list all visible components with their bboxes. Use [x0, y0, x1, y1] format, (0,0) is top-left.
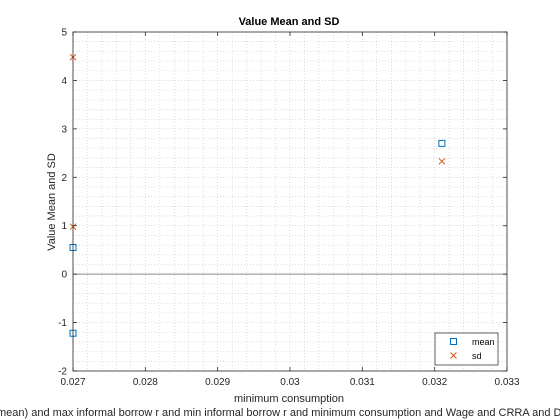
x-tick-label: 0.027: [60, 377, 85, 388]
sd-point: [438, 157, 446, 165]
y-axis-title: Value Mean and SD: [46, 153, 58, 251]
legend-sd-marker: [450, 352, 457, 359]
y-tick-label: 4: [61, 76, 67, 87]
legend-box: [434, 332, 499, 366]
y-tick-label: 5: [61, 28, 67, 39]
y-tick-label: 0: [61, 270, 67, 281]
axis-ticks: [72, 31, 508, 372]
minor-grid: [73, 32, 507, 371]
y-tick-label: 2: [61, 173, 67, 184]
y-tick-label: -1: [58, 318, 67, 329]
x-tick-labels: 0.027 0.028 0.029 0.03 0.031 0.032 0.033: [60, 377, 519, 388]
legend-mean-marker: [450, 338, 457, 345]
figure-caption: mean) and max informal borrow r and min …: [0, 407, 560, 419]
x-tick-label: 0.032: [422, 377, 447, 388]
y-tick-label: -2: [58, 367, 67, 378]
legend-sd-label: sd: [472, 351, 482, 361]
plot-area: [69, 31, 508, 372]
chart-title: Value Mean and SD: [239, 16, 340, 28]
x-axis-title: minimum consumption: [234, 393, 344, 405]
x-tick-label: 0.028: [133, 377, 158, 388]
y-tick-label: 1: [61, 221, 67, 232]
mean-point: [438, 139, 446, 147]
y-tick-label: 3: [61, 124, 67, 135]
x-tick-label: 0.033: [494, 377, 519, 388]
x-tick-label: 0.03: [280, 377, 300, 388]
y-tick-labels: -2 -1 0 1 2 3 4 5: [58, 28, 67, 378]
x-tick-label: 0.031: [350, 377, 375, 388]
legend: mean sd: [434, 332, 499, 366]
legend-mean-label: mean: [472, 337, 495, 347]
x-tick-label: 0.029: [205, 377, 230, 388]
